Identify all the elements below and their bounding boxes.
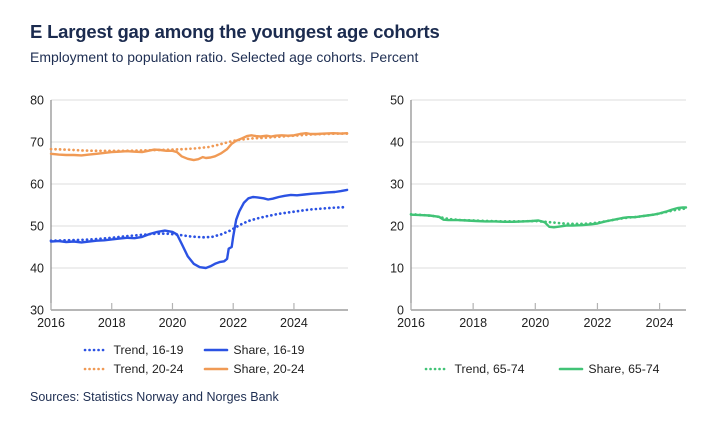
solid-line-swatch-icon xyxy=(204,367,229,370)
sources-text: Sources: Statistics Norway and Norges Ba… xyxy=(30,390,279,404)
x-tick-label-2022: 2022 xyxy=(219,316,247,330)
series-share-16-19 xyxy=(49,188,349,270)
x-tick-label-2016: 2016 xyxy=(37,316,65,330)
legend-label: Trend, 20-24 xyxy=(113,361,184,376)
left-chart-age-16-24: 2016 2018 2020 2022 2024 30 40 50 60 70 80 xyxy=(30,93,349,330)
x-tick-label-2018: 2018 xyxy=(459,316,487,330)
legend-item-share-65-74: Share, 65-74 xyxy=(558,361,660,376)
y-tick-label-40: 40 xyxy=(30,261,44,275)
x-tick-label-2024: 2024 xyxy=(280,316,308,330)
right-chart-legend: Trend, 65-74 Share, 65-74 xyxy=(362,361,722,376)
dotted-line-swatch-icon xyxy=(84,348,109,351)
series-trend-65-74 xyxy=(409,207,688,226)
dotted-line-swatch-icon xyxy=(425,367,450,370)
series-trend-16-19 xyxy=(49,205,349,243)
legend-item-trend-20-24: Trend, 20-24 xyxy=(83,362,183,376)
solid-line-swatch-icon xyxy=(559,367,584,370)
y-tick-label-50: 50 xyxy=(30,219,44,233)
legend-label: Share, 20-24 xyxy=(233,361,305,376)
x-tick-label-2018: 2018 xyxy=(98,316,126,330)
page-title: E Largest gap among the youngest age coh… xyxy=(30,21,440,42)
legend-item-trend-65-74: Trend, 65-74 xyxy=(424,362,524,376)
x-tick-label-2020: 2020 xyxy=(159,316,187,330)
page-subtitle: Employment to population ratio. Selected… xyxy=(30,49,419,65)
y-tick-label-0: 0 xyxy=(397,303,404,317)
x-tick-label-2024: 2024 xyxy=(646,316,674,330)
dotted-line-swatch-icon xyxy=(84,367,109,370)
legend-item-share-16-19: Share, 16-19 xyxy=(203,342,305,357)
y-tick-label-50: 50 xyxy=(390,93,404,107)
legend-label: Trend, 16-19 xyxy=(113,342,184,357)
legend-label: Share, 65-74 xyxy=(588,361,660,376)
legend-row: Trend, 16-19 Share, 16-19 xyxy=(83,342,305,357)
legend-label: Trend, 65-74 xyxy=(454,361,525,376)
x-tick-label-2022: 2022 xyxy=(584,316,612,330)
series-share-20-24 xyxy=(49,132,349,162)
right-chart-age-65-74: 2016 2018 2020 2022 2024 0 10 20 30 40 50 xyxy=(390,93,688,330)
legend-row: Trend, 65-74 Share, 65-74 xyxy=(424,361,660,376)
left-chart-legend: Trend, 16-19 Share, 16-19 Trend, 20-24 Shar… xyxy=(28,342,360,376)
y-tick-label-60: 60 xyxy=(30,177,44,191)
y-tick-label-80: 80 xyxy=(30,93,44,107)
legend-item-trend-16-19: Trend, 16-19 xyxy=(83,343,183,357)
y-tick-label-40: 40 xyxy=(390,135,404,149)
x-tick-label-2020: 2020 xyxy=(521,316,549,330)
y-tick-label-30: 30 xyxy=(30,303,44,317)
y-tick-label-20: 20 xyxy=(390,219,404,233)
series-trend-20-24 xyxy=(49,132,349,153)
series-share-65-74 xyxy=(409,206,688,229)
y-tick-label-30: 30 xyxy=(390,177,404,191)
x-tick-label-2016: 2016 xyxy=(397,316,425,330)
legend-row: Trend, 20-24 Share, 20-24 xyxy=(83,361,305,376)
y-tick-label-70: 70 xyxy=(30,135,44,149)
legend-label: Share, 16-19 xyxy=(233,342,305,357)
solid-line-swatch-icon xyxy=(204,348,229,351)
legend-item-share-20-24: Share, 20-24 xyxy=(203,361,305,376)
y-tick-label-10: 10 xyxy=(390,261,404,275)
